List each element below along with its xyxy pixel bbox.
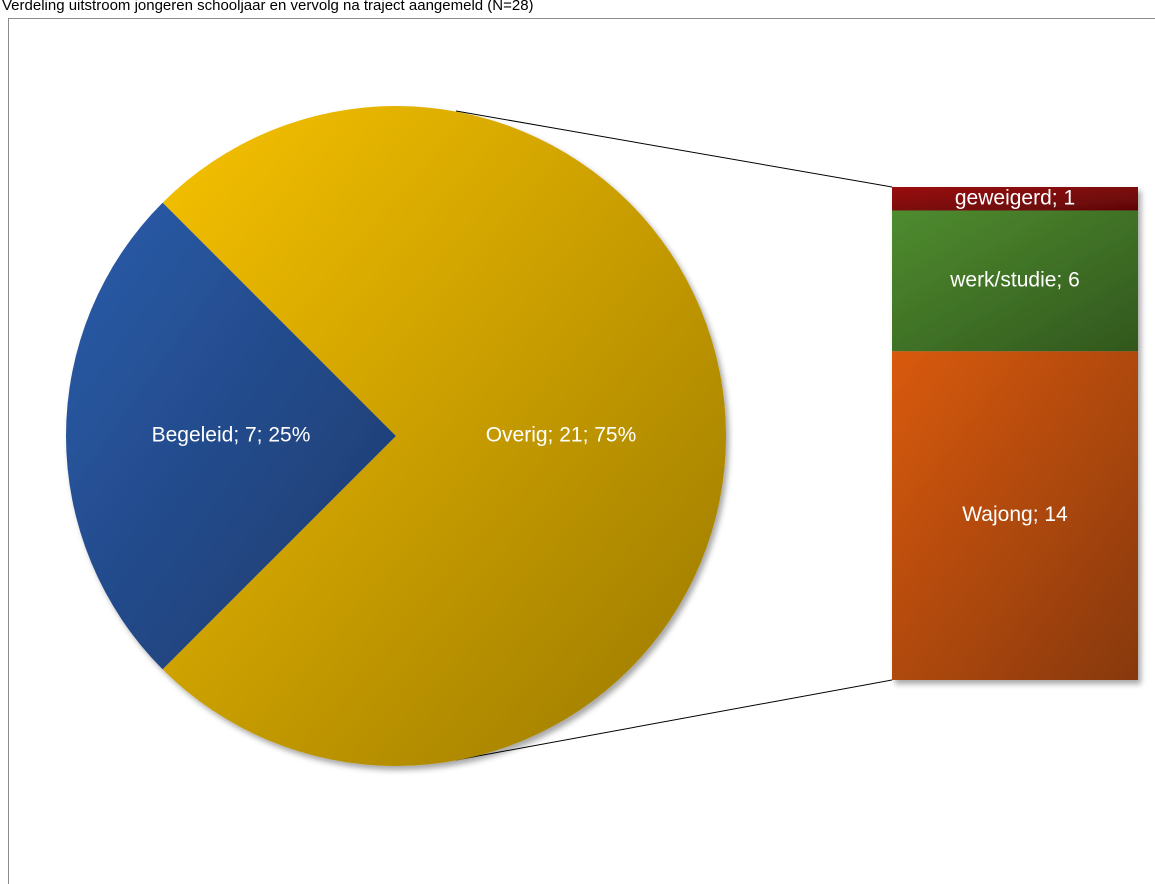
data-label: Wajong; 14: [962, 503, 1068, 526]
data-label: geweigerd; 1: [955, 186, 1075, 209]
data-label: Begeleid; 7; 25%: [152, 424, 311, 447]
labels: Begeleid; 7; 25% Overig; 21; 75% geweigerd…: [152, 186, 1080, 526]
bar-segment: [892, 187, 1138, 211]
bar-segment: [892, 210, 1138, 352]
data-label: Overig; 21; 75%: [486, 424, 637, 447]
pie-slice: [65, 202, 396, 670]
bar-segment: [892, 351, 1138, 680]
connector-line: [455, 679, 893, 761]
chart-title: Verdeling uitstroom jongeren schooljaar …: [2, 0, 534, 14]
bar-stack: [892, 187, 1138, 680]
pie-slice: [162, 105, 726, 766]
connector-line: [455, 110, 893, 188]
marks: [65, 105, 1138, 766]
data-label: werk/studie; 6: [949, 268, 1080, 291]
pie: [65, 105, 726, 766]
